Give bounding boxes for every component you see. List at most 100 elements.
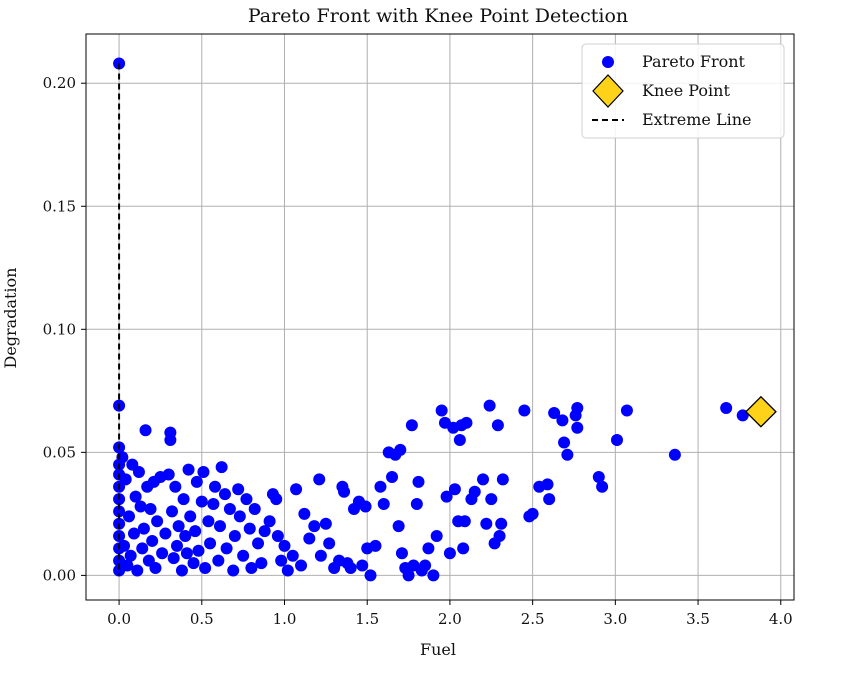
pareto-point (207, 498, 220, 511)
pareto-point (395, 547, 408, 560)
pareto-point (212, 554, 225, 567)
pareto-point (620, 404, 633, 417)
pareto-point (313, 473, 326, 486)
pareto-point (184, 510, 197, 523)
pareto-point (392, 520, 405, 533)
pareto-point (189, 525, 202, 538)
y-tick-label: 0.20 (43, 74, 76, 92)
pareto-point (308, 520, 321, 533)
legend-item-knee: Knee Point (592, 74, 730, 108)
pareto-point (199, 562, 212, 575)
x-tick-label: 3.5 (686, 610, 710, 628)
pareto-point (243, 522, 256, 535)
pareto-point (227, 564, 240, 577)
pareto-point (151, 515, 164, 528)
pareto-point (410, 498, 423, 511)
pareto-point (220, 542, 233, 555)
pareto-point (405, 419, 418, 432)
pareto-point (319, 517, 332, 530)
pareto-point (213, 520, 226, 533)
y-tick-label: 0.15 (43, 197, 76, 215)
pareto-point (218, 488, 231, 501)
pareto-point (204, 537, 217, 550)
pareto-point (668, 448, 681, 461)
pareto-point (132, 466, 145, 479)
pareto-point (480, 517, 493, 530)
pareto-point (419, 559, 432, 572)
x-tick-label: 0.0 (107, 610, 131, 628)
pareto-point (187, 557, 200, 570)
pareto-point (571, 402, 584, 415)
pareto-point (295, 559, 308, 572)
pareto-point (228, 530, 241, 543)
pareto-point (237, 549, 250, 562)
pareto-point (113, 505, 126, 518)
pareto-point (369, 539, 382, 552)
pareto-point (118, 539, 131, 552)
pareto-point (592, 470, 605, 483)
x-tick-label: 0.5 (190, 610, 214, 628)
pareto-point (394, 443, 407, 456)
pareto-point (435, 404, 448, 417)
y-tick-label: 0.10 (43, 320, 76, 338)
pareto-point (180, 547, 193, 560)
pareto-point (166, 505, 179, 518)
pareto-point (303, 532, 316, 545)
pareto-point (485, 493, 498, 506)
pareto-point (495, 517, 508, 530)
pareto-point (457, 542, 470, 555)
plot-frame (85, 33, 795, 601)
x-tick-label: 2.5 (521, 610, 545, 628)
pareto-point (215, 461, 228, 474)
pareto-point (172, 520, 185, 533)
pareto-point (448, 483, 461, 496)
pareto-point (281, 564, 294, 577)
pareto-point (422, 542, 435, 555)
x-tick-label: 1.0 (273, 610, 297, 628)
pareto-point (430, 530, 443, 543)
pareto-point (195, 495, 208, 508)
pareto-point (386, 470, 399, 483)
pareto-point (556, 414, 569, 427)
pareto-point (278, 539, 291, 552)
pareto-point (377, 498, 390, 511)
pareto-point (548, 406, 561, 419)
pareto-point (344, 562, 357, 575)
pareto-point (460, 416, 473, 429)
pareto-point (359, 500, 372, 513)
pareto-point (356, 559, 369, 572)
pareto-point (271, 530, 284, 543)
pareto-point (323, 537, 336, 550)
pareto-point (164, 434, 177, 447)
axis-ticks: 0.0 0.5 1.0 1.5 2.0 2.5 3.0 3.5 4.0 0.00 0.05 0.10 0… (43, 74, 793, 628)
pareto-point (245, 562, 258, 575)
pareto-point (169, 480, 182, 493)
pareto-point (286, 549, 299, 562)
x-axis-label: Fuel (420, 640, 456, 659)
pareto-point (146, 534, 159, 547)
legend-knee-label: Knee Point (642, 81, 730, 100)
pareto-point (127, 527, 140, 540)
pareto-point (314, 549, 327, 562)
pareto-point (209, 480, 222, 493)
legend-knee-marker (592, 74, 624, 108)
pareto-point (134, 500, 147, 513)
pareto-point (255, 557, 268, 570)
pareto-point (136, 542, 149, 555)
pareto-point (338, 485, 351, 498)
knee-point (744, 395, 777, 428)
pareto-point (124, 549, 137, 562)
pareto-point (139, 424, 152, 437)
pareto-point (720, 402, 733, 415)
pareto-point (167, 552, 180, 565)
x-tick-label: 1.5 (355, 610, 379, 628)
pareto-point (596, 480, 609, 493)
pareto-point (192, 544, 205, 557)
pareto-point (179, 530, 192, 543)
pareto-point (518, 404, 531, 417)
pareto-point (258, 525, 271, 538)
pareto-point (190, 475, 203, 488)
pareto-point (571, 421, 584, 434)
pareto-point (491, 419, 504, 432)
